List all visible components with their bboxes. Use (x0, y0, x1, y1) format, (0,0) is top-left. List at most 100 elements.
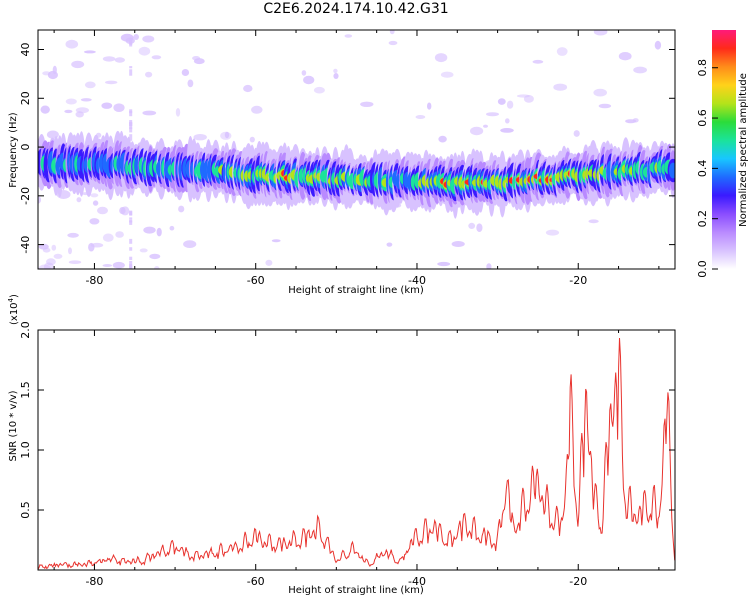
heatmap-speckle (80, 98, 92, 102)
colorbar-tick-label: 0.6 (696, 109, 709, 127)
heatmap-speckle (129, 40, 133, 47)
heatmap-speckle (129, 66, 133, 69)
heatmap-speckle (243, 84, 253, 93)
heatmap-speckle (497, 98, 506, 105)
spectrogram-ylabel: Frequency (Hz) (8, 112, 19, 188)
heatmap-speckle (618, 52, 632, 61)
heatmap-speckle (483, 124, 488, 128)
heatmap-speckle (129, 217, 133, 220)
heatmap-speckle (625, 119, 637, 124)
heatmap-speckle (129, 69, 133, 76)
heatmap-speckle (506, 100, 514, 109)
heatmap-speckle (142, 110, 157, 116)
spectrogram-panel: -80 -60 -40 -20 -40 -20 0 20 40 Height of straig… (8, 29, 676, 296)
heatmap-speckle (42, 247, 51, 253)
heatmap-speckle (46, 258, 56, 266)
snr-multiplier-close: ) (9, 294, 20, 298)
heatmap-speckle (129, 134, 133, 141)
heatmap-speckle (129, 238, 133, 244)
heatmap-speckle (75, 111, 84, 118)
spectrogram-ytick-label: 20 (19, 91, 32, 105)
heatmap-speckle (271, 239, 281, 243)
heatmap-speckle (68, 260, 82, 265)
heatmap-speckle (500, 127, 514, 133)
heatmap-speckle (654, 40, 662, 50)
heatmap-speckle (388, 40, 398, 46)
snr-multiplier-exp: 4 (7, 297, 15, 302)
heatmap-speckle (51, 244, 57, 251)
heatmap-speckle (67, 232, 79, 238)
heatmap-speckle (68, 247, 72, 255)
heatmap-speckle (139, 248, 148, 253)
heatmap-speckle (83, 50, 96, 54)
heatmap-speckle (476, 223, 483, 232)
heatmap-speckle (437, 261, 451, 267)
snr-ytick-label: 1.5 (19, 381, 32, 399)
colorbar: 0.0 0.2 0.4 0.6 0.8 Normalized spectral ampl… (696, 30, 749, 278)
colorbar-label: Normalized spectral amplitude (738, 73, 749, 227)
heatmap-speckle (102, 56, 116, 62)
heatmap-speckle (389, 30, 395, 35)
spectrogram-xlabel: Height of straight line (km) (288, 285, 424, 296)
heatmap-speckle (633, 66, 647, 74)
colorbar-ticks: 0.0 0.2 0.4 0.6 0.8 (696, 59, 718, 278)
heatmap-speckle (90, 193, 99, 198)
heatmap-speckle (90, 242, 104, 248)
heatmap-speckle (588, 219, 599, 224)
spectrogram-ytick-label: -20 (19, 187, 32, 205)
heatmap-speckle (313, 86, 325, 94)
heatmap-speckle (193, 58, 205, 65)
heatmap-speckle (113, 103, 125, 112)
snr-xtick-label: -60 (247, 575, 265, 588)
heatmap-speckle (145, 71, 153, 78)
spectrogram-ytick-label: -40 (19, 236, 32, 254)
heatmap-speckle (301, 70, 307, 76)
heatmap-speckle (115, 231, 124, 238)
heatmap-speckle (143, 226, 156, 234)
snr-ylabel: SNR (10 * v/v) (8, 390, 19, 461)
heatmap-speckle (84, 81, 96, 89)
snr-series-line (38, 337, 675, 570)
heatmap-speckle (333, 68, 338, 74)
heatmap-speckle (129, 110, 133, 114)
heatmap-speckle (105, 80, 118, 85)
snr-multiplier: (x104) (7, 294, 20, 325)
heatmap-speckle (102, 264, 113, 267)
snr-ytick-label: 0.5 (19, 501, 32, 519)
snr-panel: -80 -60 -40 -20 0.5 1.0 1.5 2.0 Height of strai… (7, 294, 676, 596)
heatmap-speckle (438, 135, 447, 143)
snr-xtick-label: -80 (85, 575, 103, 588)
heatmap-speckle (102, 233, 114, 242)
heatmap-speckle (65, 39, 79, 49)
heatmap-speckle (360, 101, 374, 108)
heatmap-speckle (251, 105, 263, 114)
heatmap-speckle (129, 260, 133, 268)
heatmap-speckle (415, 115, 426, 119)
heatmap-speckle (92, 200, 99, 206)
heatmap-speckle (440, 71, 454, 78)
colorbar-tick-label: 0.0 (696, 260, 709, 278)
snr-xtick-label: -40 (408, 575, 426, 588)
heatmap-speckle (573, 130, 580, 137)
spectrogram-xtick-label: -20 (569, 274, 587, 287)
heatmap-speckle (265, 259, 273, 266)
heatmap-speckle (468, 222, 476, 229)
heatmap-speckle (156, 227, 162, 237)
heatmap-speckle (53, 253, 63, 259)
heatmap-speckle (112, 261, 125, 269)
snr-multiplier-base: (x10 (9, 302, 20, 325)
spectrogram-ytick-label: 0 (19, 144, 32, 151)
spectrogram-frame (37, 29, 676, 270)
heatmap-speckle (249, 136, 255, 143)
heatmap-ridge-cell (668, 162, 675, 179)
heatmap-speckle (451, 241, 465, 247)
heatmap-speckle (149, 253, 161, 260)
heatmap-speckle (64, 109, 73, 114)
heatmap-speckle (129, 122, 133, 130)
heatmap-speckle (129, 211, 133, 216)
chart-title: C2E6.2024.174.10.42.G31 (263, 1, 449, 17)
heatmap-speckle (598, 103, 612, 109)
heatmap-speckle (178, 205, 185, 213)
heatmap-speckle (151, 55, 162, 60)
heatmap-speckle (129, 247, 133, 251)
